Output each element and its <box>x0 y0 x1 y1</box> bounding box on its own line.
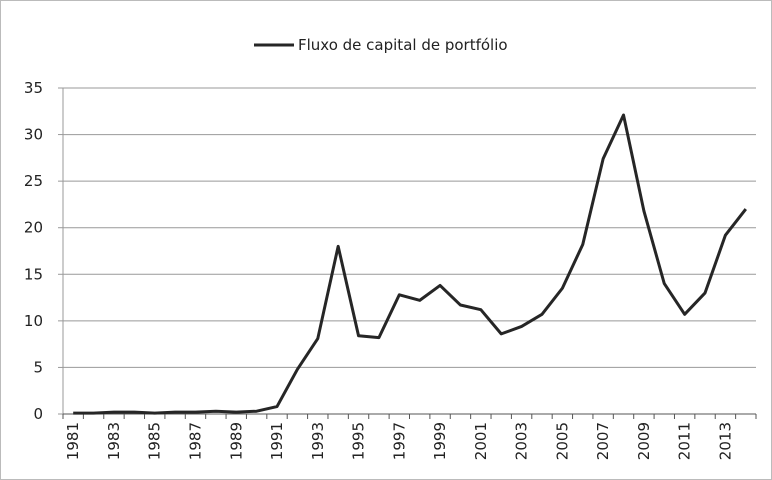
x-tick-label: 1995 <box>350 422 368 460</box>
x-tick-label: 2003 <box>513 422 531 460</box>
x-tick-label: 1997 <box>390 422 408 460</box>
x-tick-label: 2007 <box>594 422 612 460</box>
x-tick-label: 1981 <box>64 422 82 460</box>
y-tick-label: 0 <box>33 405 43 423</box>
x-tick-label: 1993 <box>309 422 327 460</box>
x-tick-label: 2005 <box>553 422 571 460</box>
line-series <box>73 113 747 415</box>
y-tick-label: 35 <box>24 79 43 97</box>
y-tick-label: 10 <box>24 312 43 330</box>
x-tick-label: 2009 <box>635 422 653 460</box>
x-tick-label: 1989 <box>227 422 245 460</box>
y-tick-label: 5 <box>33 358 43 376</box>
x-tick-label: 1985 <box>146 422 164 460</box>
x-tick-label: 2001 <box>472 422 490 460</box>
x-tick-label: 2011 <box>676 422 694 460</box>
x-tick-label: 1991 <box>268 422 286 460</box>
legend-label: Fluxo de capital de portfólio <box>298 36 508 54</box>
x-tick-label: 1987 <box>186 422 204 460</box>
x-tick-label: 2013 <box>716 422 734 460</box>
y-tick-label: 25 <box>24 172 43 190</box>
y-tick-label: 20 <box>24 219 43 237</box>
x-tick-label: 1999 <box>431 422 449 460</box>
y-tick-label: 30 <box>24 126 43 144</box>
y-tick-label: 15 <box>24 265 43 283</box>
x-tick-label: 1983 <box>105 422 123 460</box>
